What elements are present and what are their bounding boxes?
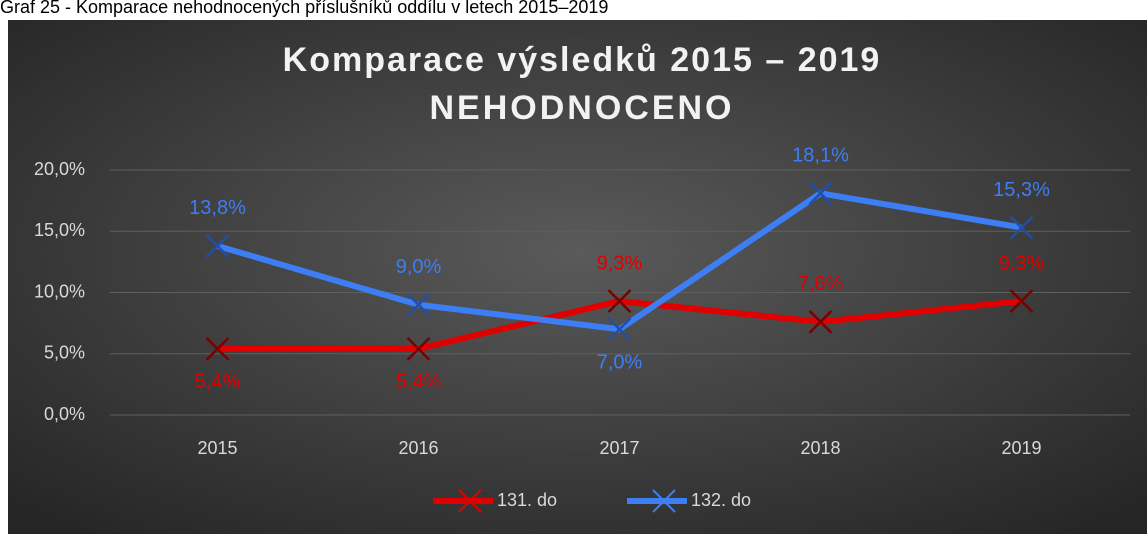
data-label: 15,3% xyxy=(993,179,1050,201)
point-marker xyxy=(205,336,230,361)
legend-marker xyxy=(458,489,482,513)
point-marker xyxy=(406,336,431,361)
x-tick-label: 2018 xyxy=(800,438,840,458)
y-tick-label: 20,0% xyxy=(34,159,85,179)
x-tick-label: 2017 xyxy=(599,438,639,458)
x-tick-label: 2019 xyxy=(1001,438,1041,458)
point-marker xyxy=(1009,289,1034,313)
data-label: 18,1% xyxy=(792,145,849,167)
legend-label: 131. do xyxy=(497,490,557,510)
chart-title: Komparace výsledků 2015 – 2019 xyxy=(283,41,882,79)
legend-label: 132. do xyxy=(691,490,751,510)
x-tick-label: 2015 xyxy=(197,438,237,458)
y-tick-label: 15,0% xyxy=(34,220,85,240)
point-marker xyxy=(808,181,833,206)
data-label: 5,4% xyxy=(396,371,442,393)
data-label: 7,0% xyxy=(597,352,643,374)
data-label: 7,6% xyxy=(798,273,844,295)
point-marker xyxy=(607,289,632,313)
data-label: 13,8% xyxy=(189,197,246,219)
point-marker xyxy=(607,317,632,342)
point-marker xyxy=(205,234,230,258)
y-tick-label: 0,0% xyxy=(44,404,85,424)
x-tick-label: 2016 xyxy=(398,438,438,458)
chart-background xyxy=(8,20,1147,534)
data-label: 9,0% xyxy=(396,256,442,278)
y-tick-label: 5,0% xyxy=(44,343,85,363)
data-label: 9,3% xyxy=(597,252,643,274)
legend-marker xyxy=(652,489,676,513)
y-tick-label: 10,0% xyxy=(34,281,85,301)
caption: Graf 25 - Komparace nehodnocených příslu… xyxy=(0,0,608,17)
point-marker xyxy=(1009,215,1034,240)
point-marker xyxy=(406,292,431,317)
chart-title: NEHODNOCENO xyxy=(429,89,734,127)
point-marker xyxy=(808,310,833,334)
data-label: 9,3% xyxy=(999,252,1045,274)
data-label: 5,4% xyxy=(195,371,241,393)
